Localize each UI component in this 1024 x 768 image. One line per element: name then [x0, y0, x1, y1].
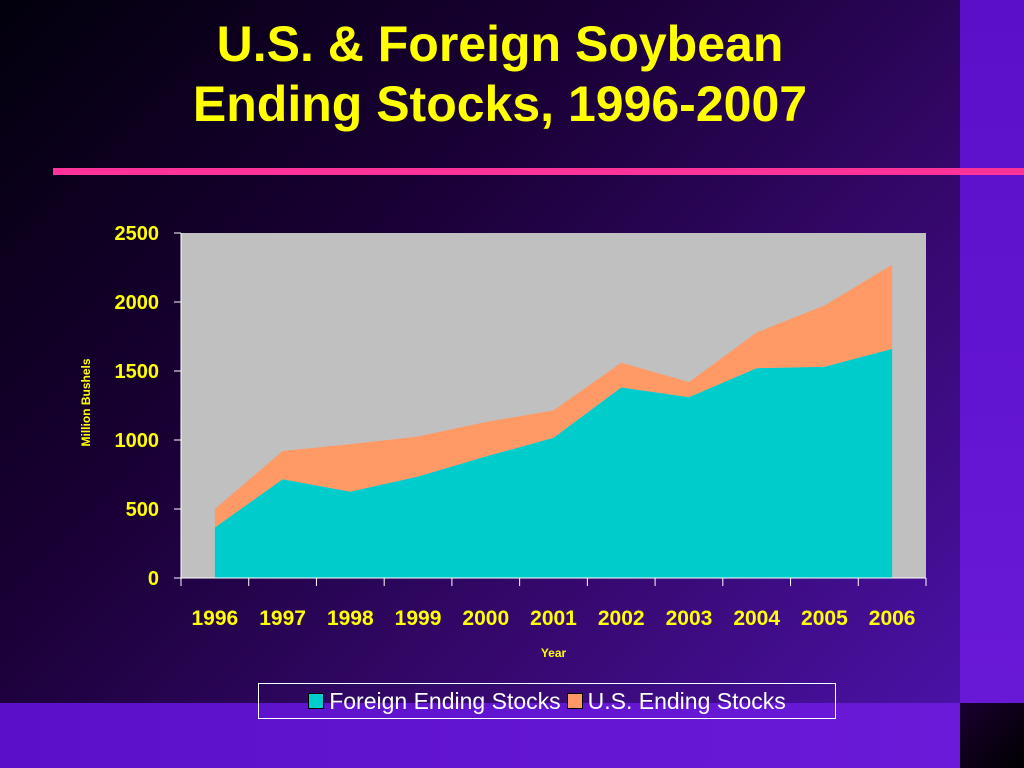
- foreign-ending-stocks-area: [214, 348, 893, 578]
- y-tick-label: 500: [126, 499, 159, 521]
- slide-title: U.S. & Foreign Soybean Ending Stocks, 19…: [60, 14, 940, 134]
- right-decorative-band: [960, 0, 1024, 768]
- y-tick-label: 1500: [115, 361, 160, 383]
- chart-legend: Foreign Ending Stocks U.S. Ending Stocks: [258, 683, 836, 719]
- slide-title-line-1: U.S. & Foreign Soybean: [216, 16, 784, 72]
- legend-label: Foreign Ending Stocks: [329, 687, 561, 714]
- legend-label: U.S. Ending Stocks: [587, 687, 786, 714]
- corner-decoration: [960, 703, 1024, 768]
- x-tick-label: 2000: [462, 607, 509, 630]
- bottom-decorative-band: [0, 703, 960, 768]
- x-tick-label: 1996: [192, 607, 239, 630]
- us-ending-stocks-area: [214, 264, 893, 528]
- x-tick-label: 2003: [666, 607, 713, 630]
- y-tick-label: 0: [148, 568, 159, 590]
- x-tick-label: 2006: [869, 607, 916, 630]
- slide-title-line-2: Ending Stocks, 1996-2007: [192, 76, 808, 132]
- legend-item-0: Foreign Ending Stocks: [308, 687, 561, 715]
- x-tick-label: 2004: [733, 607, 780, 630]
- title-divider: [53, 168, 1024, 175]
- y-tick-label: 1000: [115, 430, 160, 452]
- y-tick-label: 2500: [115, 223, 160, 245]
- legend-swatch: [566, 693, 583, 709]
- x-tick-label: 1997: [259, 607, 306, 630]
- legend-swatch: [308, 693, 325, 709]
- x-tick-label: 2005: [801, 607, 848, 630]
- y-axis-title: Million Bushels: [79, 358, 93, 446]
- x-tick-label: 2001: [530, 607, 577, 630]
- x-tick-label: 1999: [395, 607, 442, 630]
- legend-item-1: U.S. Ending Stocks: [566, 687, 786, 715]
- x-tick-label: 2002: [598, 607, 645, 630]
- x-axis-title: Year: [541, 646, 567, 660]
- y-tick-label: 2000: [115, 292, 160, 314]
- x-tick-label: 1998: [327, 607, 374, 630]
